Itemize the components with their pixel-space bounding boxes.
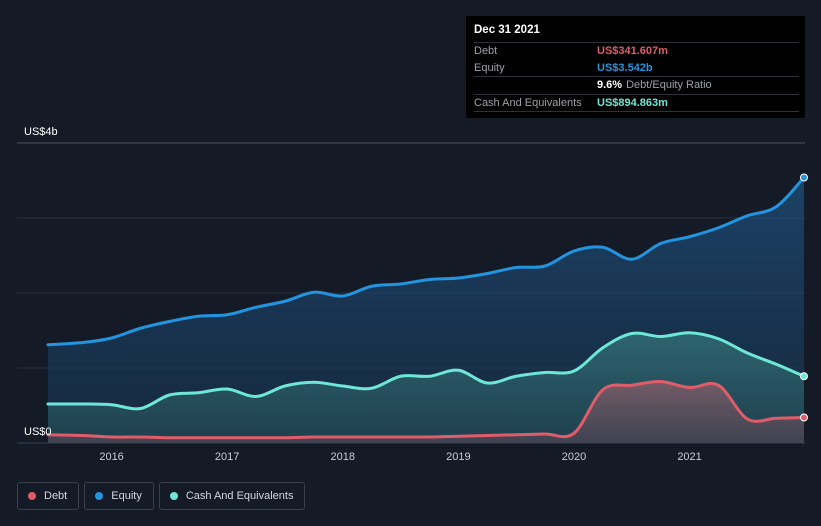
cash-and-equivalents-line [46, 331, 806, 411]
x-tick-label-2021: 2021 [677, 451, 701, 463]
tooltip-cash-label: Cash And Equivalents [474, 96, 582, 109]
x-tick-label-2020: 2020 [562, 451, 586, 463]
cash-dot-icon [169, 492, 178, 500]
tooltip-equity-value: US$3.542b [597, 61, 653, 74]
tooltip-cash-value: US$894.863m [597, 96, 668, 109]
x-tick-label-2018: 2018 [331, 451, 355, 463]
tooltip-debt-value: US$341.607m [597, 45, 668, 58]
chart-legend: Debt Equity Cash And Equivalents [17, 482, 306, 510]
x-tick-label-2017: 2017 [215, 451, 239, 463]
tooltip-row-equity: Equity US$3.542b [474, 60, 799, 77]
legend-item-debt[interactable]: Debt [17, 482, 80, 510]
x-tick-label-2016: 2016 [99, 451, 123, 463]
legend-cash-label: Cash And Equivalents [185, 490, 294, 502]
tooltip-row-ratio: 9.6% Debt/Equity Ratio [474, 76, 799, 94]
tooltip-ratio-label: Debt/Equity Ratio [626, 79, 712, 92]
tooltip-debt-label: Debt [474, 45, 498, 58]
legend-item-equity[interactable]: Equity [84, 482, 154, 510]
debt-end-marker [800, 413, 808, 422]
cash-and-equivalents-end-marker [800, 372, 808, 381]
debt-line [46, 379, 806, 440]
equity-end-marker [800, 173, 808, 182]
tooltip-date: Dec 31 2021 [474, 24, 540, 36]
equity-dot-icon [95, 492, 104, 500]
legend-equity-label: Equity [111, 490, 142, 502]
tooltip-ratio-value: 9.6% [597, 79, 623, 92]
tooltip-row-cash: Cash And Equivalents US$894.863m [474, 93, 799, 112]
y-axis-bottom-label: US$0 [24, 426, 52, 438]
tooltip-row-debt: Debt US$341.607m [474, 42, 799, 60]
debt-area [48, 381, 804, 443]
legend-debt-label: Debt [44, 490, 68, 502]
y-axis-top-label: US$4b [24, 126, 58, 138]
x-tick-label-2019: 2019 [446, 451, 470, 463]
tooltip-panel: Dec 31 2021 Debt US$341.607m Equity US$3… [466, 16, 805, 118]
tooltip-equity-label: Equity [474, 61, 505, 74]
equity-line [46, 176, 806, 347]
debt-dot-icon [28, 492, 36, 500]
legend-item-cash[interactable]: Cash And Equivalents [158, 482, 306, 510]
